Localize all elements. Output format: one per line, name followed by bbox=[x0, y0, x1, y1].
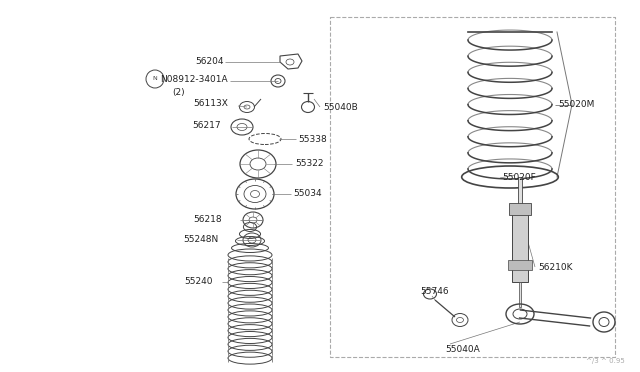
Bar bbox=[509, 203, 531, 215]
Text: 55240: 55240 bbox=[184, 278, 212, 286]
Text: 56204: 56204 bbox=[195, 58, 223, 67]
Text: 56113X: 56113X bbox=[193, 99, 228, 109]
Text: 56217: 56217 bbox=[192, 121, 221, 129]
Text: 55248N: 55248N bbox=[183, 235, 218, 244]
Bar bbox=[508, 260, 532, 270]
Text: 55746: 55746 bbox=[420, 288, 449, 296]
Text: 55040A: 55040A bbox=[445, 346, 480, 355]
Bar bbox=[518, 177, 522, 257]
Bar bbox=[519, 282, 521, 307]
Text: 55040B: 55040B bbox=[323, 103, 358, 112]
Text: 56218: 56218 bbox=[193, 215, 221, 224]
Bar bbox=[512, 207, 528, 282]
Text: N: N bbox=[152, 77, 157, 81]
Text: 55020M: 55020M bbox=[558, 100, 595, 109]
Text: 55338: 55338 bbox=[298, 135, 327, 144]
Text: 56210K: 56210K bbox=[538, 263, 573, 272]
Text: (2): (2) bbox=[172, 89, 184, 97]
Text: 55034: 55034 bbox=[293, 189, 322, 199]
Text: ^/3 ^ 0.95: ^/3 ^ 0.95 bbox=[586, 358, 625, 364]
Text: N08912-3401A: N08912-3401A bbox=[160, 74, 228, 83]
Text: 55020F: 55020F bbox=[502, 173, 536, 183]
Text: 55322: 55322 bbox=[295, 160, 323, 169]
